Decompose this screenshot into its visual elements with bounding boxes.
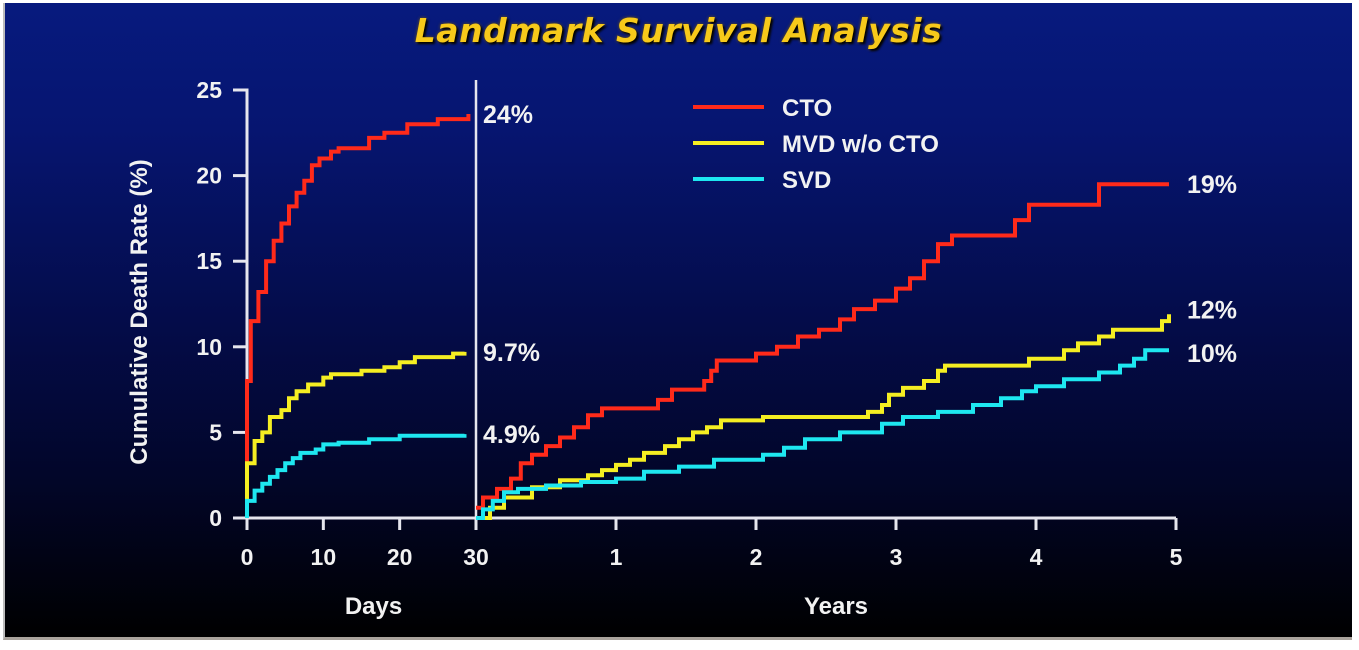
legend: CTO MVD w/o CTO SVD — [693, 95, 939, 194]
end-label-mvd-w-o-cto-late: 12% — [1187, 296, 1237, 324]
chart-title: Landmark Survival Analysis — [414, 11, 943, 50]
end-label-cto-early: 24% — [483, 101, 533, 129]
y-tick-label: 25 — [196, 77, 222, 103]
end-label-cto-late: 19% — [1187, 171, 1237, 199]
end-label-svd-late: 10% — [1187, 340, 1237, 368]
y-axis-line — [233, 88, 249, 518]
y-tick-label: 0 — [209, 505, 222, 531]
x-axis-title-early: Days — [345, 593, 402, 620]
y-tick-label: 15 — [196, 248, 222, 274]
legend-label: CTO — [782, 95, 832, 122]
labels-group: 24% 19% 9.7% 12% 4.9% 10% — [483, 101, 1237, 449]
series-line-cto-early — [245, 114, 471, 518]
y-axis-title: Cumulative Death Rate (%) — [126, 159, 153, 464]
y-tick-label: 10 — [196, 334, 222, 360]
x-tick-label-late: 1 — [610, 544, 623, 570]
y-tick-label: 5 — [209, 419, 222, 445]
series-line-cto-late — [476, 182, 1169, 510]
x-tick-label-late: 2 — [750, 544, 763, 570]
x-tick-label-early: 20 — [387, 544, 413, 570]
series-line-mvd-w-o-cto-early — [245, 351, 467, 518]
legend-label: MVD w/o CTO — [782, 131, 939, 158]
x-tick-label-late: 5 — [1170, 544, 1183, 570]
legend-label: SVD — [782, 167, 831, 194]
x-tick-label-early: 0 — [241, 544, 254, 570]
end-label-mvd-w-o-cto-early: 9.7% — [483, 339, 540, 367]
x-axis-title-late: Years — [804, 593, 868, 620]
end-label-svd-early: 4.9% — [483, 421, 540, 449]
series-line-mvd-w-o-cto-late — [476, 314, 1171, 520]
slide-background: Landmark Survival Analysis — [3, 3, 1352, 640]
x-tick-label-late: 3 — [890, 544, 903, 570]
x-tick-label-late: 4 — [1030, 544, 1043, 570]
x-tick-label-early: 10 — [311, 544, 337, 570]
y-tick-label: 20 — [196, 163, 222, 189]
x-tick-label-early: 30 — [463, 544, 489, 570]
series-line-svd-early — [245, 433, 467, 518]
series-line-svd-late — [476, 348, 1169, 520]
series-lines — [245, 114, 1171, 520]
